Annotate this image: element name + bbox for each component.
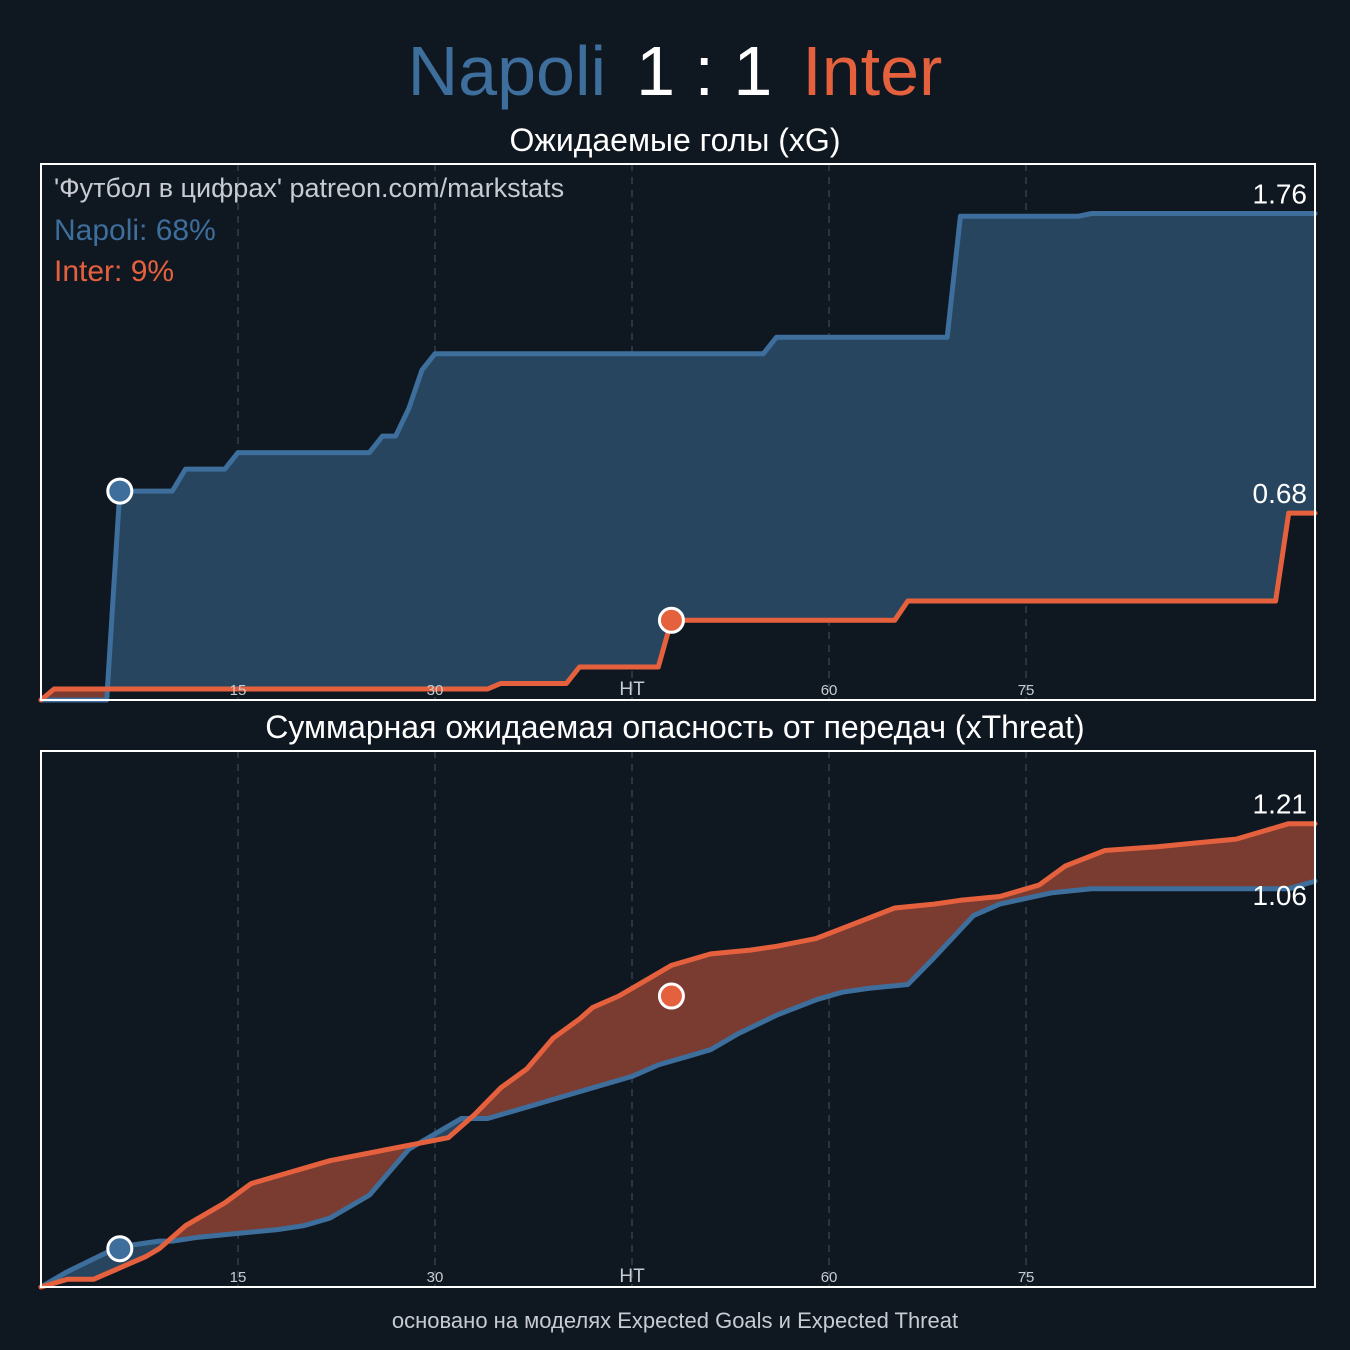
plot-frame [40, 163, 1316, 701]
napoli-end-value: 1.76 [1253, 178, 1308, 209]
x-tick-label: HT [619, 679, 645, 700]
inter-goal-marker [657, 606, 685, 634]
inter-end-value: 0.68 [1253, 478, 1308, 509]
x-tick-label: 60 [821, 682, 838, 699]
x-tick-label: 30 [427, 682, 444, 699]
away-team-name: Inter [802, 32, 943, 110]
xg-chart: 15 30 HT 60 75 1.76 0.68 'Футбол в цифрах' patr… [38, 163, 1318, 703]
x-tick-label: 15 [230, 1269, 247, 1286]
napoli-end-value: 1.06 [1253, 880, 1308, 911]
x-tick-label: 15 [230, 682, 247, 699]
x-tick-label: HT [619, 1266, 645, 1287]
away-advantage-area [169, 1144, 416, 1242]
xthreat-chart: 15 30 HT 60 75 1.21 1.06 [38, 750, 1318, 1290]
home-advantage-area [110, 213, 1315, 689]
x-tick-label: 30 [427, 1269, 444, 1286]
napoli-series-line [38, 211, 1318, 703]
xthreat-chart-title: Суммарная ожидаемая опасность от передач… [265, 709, 1085, 745]
napoli-win-probability: Napoli: 68% [54, 214, 216, 247]
napoli-goal-marker [106, 1235, 134, 1263]
inter-goal-marker [657, 982, 685, 1010]
x-tick-label: 75 [1018, 682, 1035, 699]
home-advantage-area [41, 1241, 166, 1287]
match-result: 1 : 1 [636, 32, 773, 110]
home-team-name: Napoli [407, 32, 607, 110]
x-tick-label: 75 [1018, 1269, 1035, 1286]
inter-series-line [38, 510, 1318, 703]
napoli-goal-marker [106, 477, 134, 505]
away-advantage-area [44, 689, 107, 700]
match-score-header: Napoli 1 : 1 Inter [0, 28, 1350, 114]
source-label: 'Футбол в цифрах' patreon.com/markstats [54, 173, 564, 203]
xg-chart-title: Ожидаемые голы (xG) [509, 122, 841, 158]
inter-end-value: 1.21 [1253, 789, 1308, 820]
away-advantage-area [471, 823, 1316, 1119]
footer-note: основано на моделях Expected Goals и Exp… [391, 1308, 959, 1333]
inter-series-line [38, 821, 1318, 1290]
napoli-series-line [38, 878, 1318, 1290]
plot-frame [40, 750, 1316, 1288]
x-tick-label: 60 [821, 1269, 838, 1286]
inter-win-probability: Inter: 9% [54, 255, 174, 288]
